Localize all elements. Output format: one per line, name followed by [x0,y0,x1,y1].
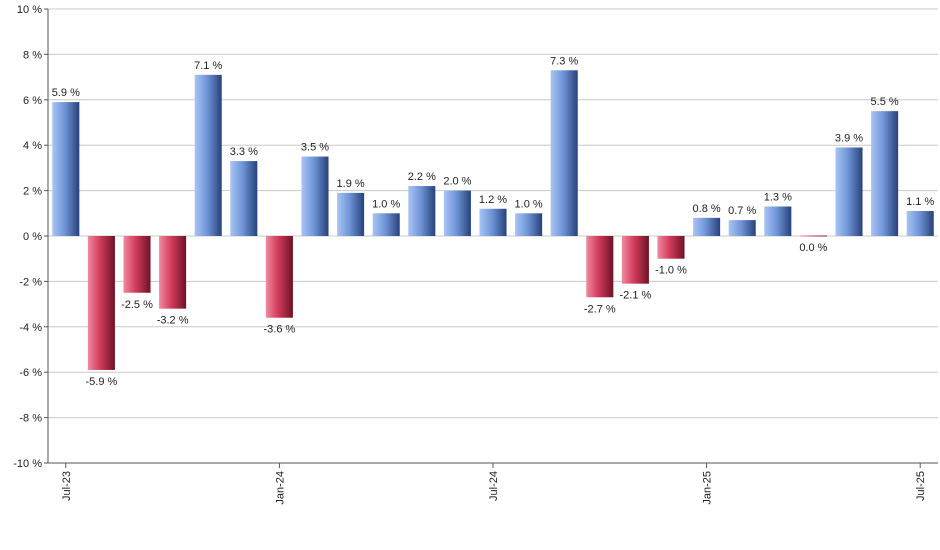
bar [337,192,365,236]
y-tick-label: -4 % [19,322,42,334]
x-tick-label: Jan-24 [274,471,286,505]
y-tick-label: 4 % [23,140,42,152]
data-label: -2.1 % [620,290,652,302]
data-label: -3.2 % [157,315,189,327]
y-tick-label: -2 % [19,276,42,288]
y-tick-label: -8 % [19,413,42,425]
data-label: 1.2 % [479,194,507,206]
bar [586,236,614,298]
data-label: 3.3 % [230,146,258,158]
data-label: 2.0 % [443,176,471,188]
data-label: -5.9 % [86,376,118,388]
data-label: -2.5 % [121,299,153,311]
bar [443,190,471,236]
data-label: 1.1 % [906,196,934,208]
bar [408,186,436,236]
data-label: 1.3 % [764,191,792,203]
data-label: 1.9 % [337,178,365,190]
data-label: 7.1 % [194,60,222,72]
bar [123,236,151,293]
y-tick-label: -10 % [13,458,42,470]
data-label: 0.0 % [799,242,827,254]
bar [621,236,649,284]
y-axis-tick-labels: 10 % 8 % 6 % 4 % 2 % 0 % -2 % -4 % -6 % -8 % -10 % [13,4,48,470]
bar [906,211,934,236]
bar [835,147,863,236]
data-label: 5.5 % [871,96,899,108]
y-tick-label: 6 % [23,95,42,107]
y-tick-label: 0 % [23,231,42,243]
bar [372,213,400,236]
bars [52,70,934,370]
data-label: -2.7 % [584,303,616,315]
bar [799,235,827,237]
data-label: 1.0 % [515,198,543,210]
x-tick-label: Jul-24 [488,471,500,501]
x-axis-tick-labels: Jul-23 Jan-24 Jul-24 Jan-25 Jul-25 [61,463,927,505]
y-tick-label: 2 % [23,186,42,198]
bar [194,74,222,236]
bar [301,156,329,236]
data-label: 5.9 % [52,87,80,99]
bar [550,70,578,236]
bar [764,206,792,236]
bar [479,208,507,236]
data-label: 3.5 % [301,142,329,154]
bar [230,161,258,236]
data-label: 7.3 % [550,55,578,67]
x-tick-label: Jan-25 [702,471,714,505]
data-label: -3.6 % [264,324,296,336]
x-tick-label: Jul-25 [915,471,927,501]
data-label: 0.8 % [693,203,721,215]
bar [87,236,115,370]
data-label: 2.2 % [408,171,436,183]
bar [657,236,685,259]
data-label: 1.0 % [372,198,400,210]
bar [265,236,293,318]
bar [728,220,756,236]
y-tick-label: 8 % [23,49,42,61]
bar [52,102,80,236]
data-labels: 5.9 % -5.9 % -2.5 % -3.2 % 7.1 % 3.3 % -3.6 % 3… [52,55,935,388]
data-label: 3.9 % [835,132,863,144]
x-tick-label: Jul-23 [61,471,73,501]
data-label: 0.7 % [728,205,756,217]
data-label: -1.0 % [655,265,687,277]
y-tick-label: 10 % [17,4,42,16]
y-tick-label: -6 % [19,367,42,379]
bar [693,217,721,236]
bar [871,111,899,236]
bar [515,213,543,236]
bar [159,236,187,309]
